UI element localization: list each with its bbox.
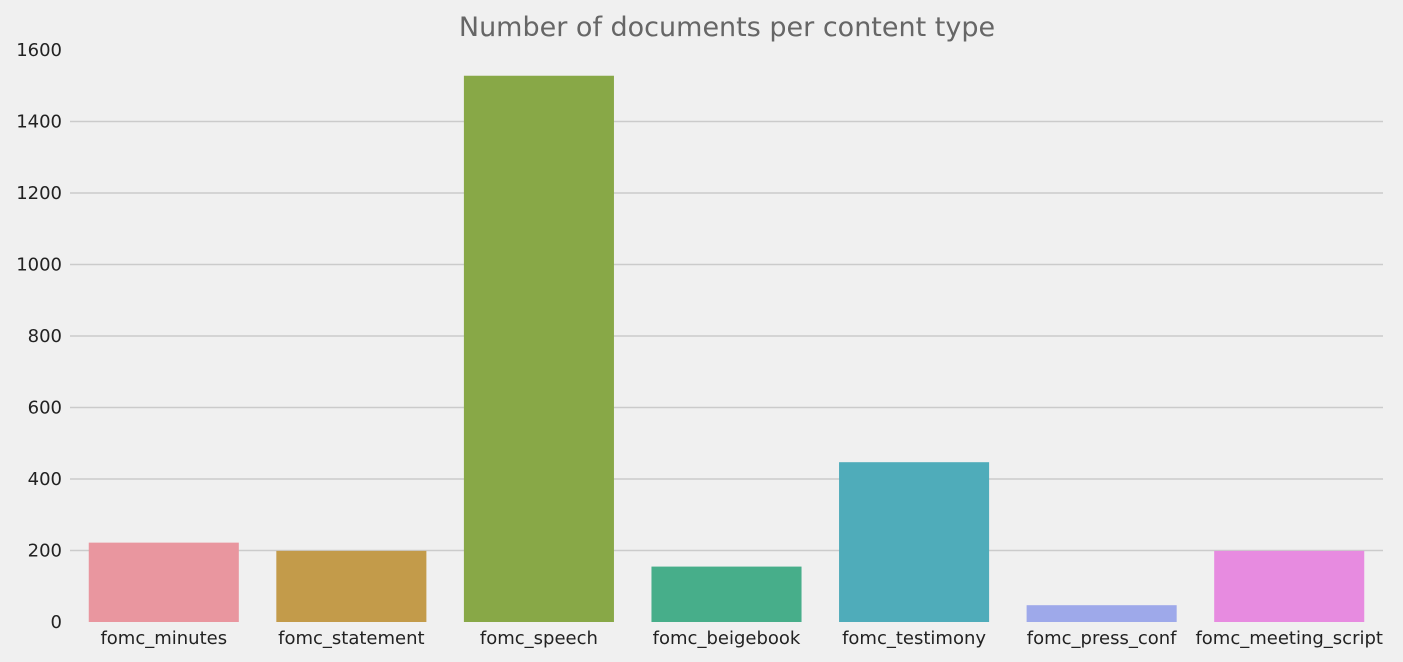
bar-fomc_minutes	[88, 542, 239, 622]
bar-fomc_statement	[276, 550, 427, 622]
x-tick-label: fomc_press_conf	[1027, 628, 1177, 649]
x-tick-label: fomc_testimony	[842, 628, 986, 649]
bar-fomc_meeting_script	[1214, 550, 1365, 622]
x-tick-label: fomc_meeting_script	[1195, 628, 1383, 649]
y-tick-label: 800	[28, 326, 62, 347]
chart-title: Number of documents per content type	[459, 12, 995, 43]
bar-fomc_beigebook	[651, 566, 802, 622]
x-axis-ticks: fomc_minutes fomc_statement fomc_speech fom…	[100, 628, 1383, 649]
y-tick-label: 400	[28, 469, 62, 490]
grid-lines	[70, 120, 1383, 552]
x-tick-label: fomc_statement	[278, 628, 424, 649]
y-tick-label: 600	[28, 398, 62, 419]
y-tick-label: 0	[51, 612, 62, 633]
x-tick-label: fomc_minutes	[100, 628, 227, 649]
x-tick-label: fomc_beigebook	[653, 628, 801, 649]
bars	[88, 75, 1365, 623]
y-tick-label: 1600	[16, 40, 62, 61]
x-tick-label: fomc_speech	[480, 628, 598, 649]
bar-fomc_testimony	[839, 462, 990, 622]
y-tick-label: 200	[28, 541, 62, 562]
y-tick-label: 1200	[16, 183, 62, 204]
bar-fomc_speech	[463, 75, 614, 623]
y-tick-label: 1000	[16, 255, 62, 276]
y-axis-ticks: 0 200 400 600 800 1000 1200 1400 1600	[16, 40, 62, 633]
bar-fomc_press_conf	[1026, 605, 1177, 622]
y-tick-label: 1400	[16, 112, 62, 133]
